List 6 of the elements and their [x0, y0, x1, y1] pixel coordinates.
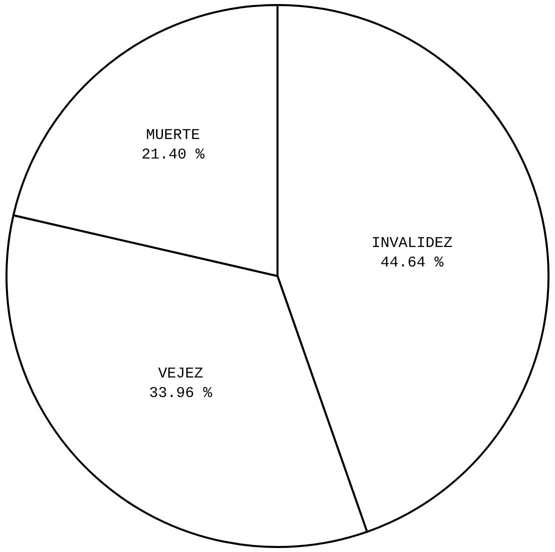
data-label: 33.96 %	[149, 384, 214, 402]
slice-label: MUERTE	[146, 127, 200, 144]
slice-label: VEJEZ	[158, 365, 204, 382]
slice-label: INVALIDEZ	[372, 234, 453, 252]
data-label: 44.64 %	[380, 254, 445, 272]
data-label: 21.40 %	[141, 146, 206, 164]
